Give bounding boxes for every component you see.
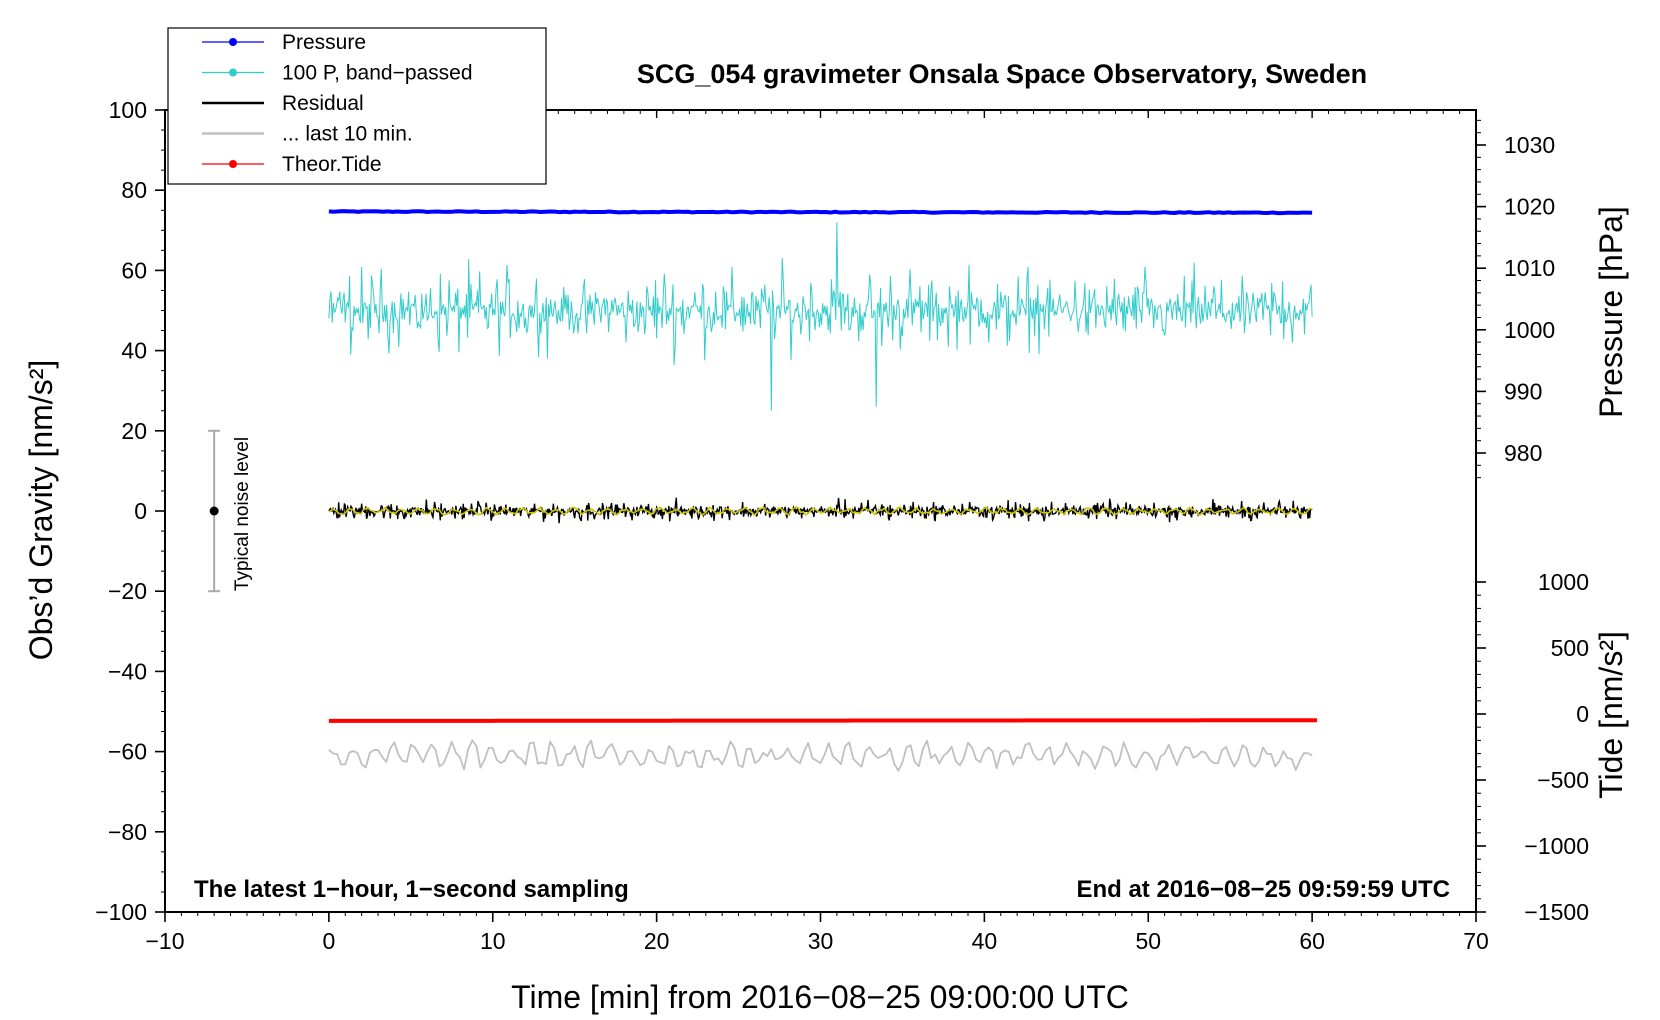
legend-box: [167, 27, 547, 185]
pressure-tick-label: 1010: [1504, 255, 1555, 281]
legend-label: ... last 10 min.: [282, 123, 413, 146]
annotation-bottom-left: The latest 1−hour, 1−second sampling: [194, 876, 629, 903]
legend-marker: [229, 68, 237, 77]
pressure-tick-label: 990: [1504, 378, 1542, 404]
legend: Pressure 100 P, band−passed Residual ... la…: [167, 27, 547, 185]
x-tick-label: 70: [1463, 928, 1489, 954]
x-tick-label: 30: [808, 928, 834, 954]
tide-tick-label: 1000: [1538, 569, 1589, 595]
series-pressure: [328, 209, 1313, 216]
y-tick-label: 100: [109, 97, 147, 123]
pressure-tick-label: 1000: [1504, 317, 1555, 343]
y-tick-label: −80: [108, 819, 147, 845]
series-layer: [328, 209, 1318, 772]
noise-bar-center: [209, 506, 219, 516]
pressure-tick-label: 980: [1504, 440, 1542, 466]
series-theor-tide: [328, 718, 1318, 723]
series-last-10-min: [328, 739, 1313, 772]
tide-tick-label: −1000: [1524, 833, 1589, 859]
legend-items: Pressure 100 P, band−passed Residual ... la…: [202, 31, 473, 176]
legend-label: 100 P, band−passed: [282, 62, 473, 85]
x-tick-label: 50: [1135, 928, 1161, 954]
x-tick-label: 0: [322, 928, 335, 954]
x-tick-label: 10: [480, 928, 506, 954]
noise-indicator: [208, 429, 221, 593]
pressure-tick-label: 1020: [1504, 194, 1555, 220]
legend-label: Residual: [282, 92, 364, 115]
x-tick-label: 40: [972, 928, 998, 954]
y-tick-label: 20: [121, 418, 147, 444]
y-tick-label: 0: [134, 498, 147, 524]
series-residual-smoothed: [328, 505, 1313, 517]
tide-tick-label: 0: [1576, 701, 1589, 727]
y-tick-label: 80: [121, 177, 147, 203]
x-axis-title: Time [min] from 2016−08−25 09:00:00 UTC: [511, 979, 1129, 1015]
legend-marker: [229, 38, 237, 46]
legend-label: Pressure: [282, 31, 366, 54]
y-tick-label: −40: [108, 658, 147, 684]
x-tick-label: −10: [145, 928, 184, 954]
series-residual: [328, 497, 1313, 524]
y-axis-title-left: Obs’d Gravity [nm/s²]: [23, 360, 59, 661]
annotation-bottom-right: End at 2016−08−25 09:59:59 UTC: [1076, 876, 1450, 903]
y-tick-label: 40: [121, 338, 147, 364]
pressure-tick-label: 1030: [1504, 132, 1555, 158]
y-tick-label: 60: [121, 257, 147, 283]
y-tick-label: −60: [108, 739, 147, 765]
x-tick-label: 20: [644, 928, 670, 954]
y-tick-label: −100: [95, 899, 147, 925]
tide-tick-label: 500: [1551, 635, 1589, 661]
chart-title: SCG_054 gravimeter Onsala Space Observat…: [637, 59, 1367, 89]
x-tick-label: 60: [1299, 928, 1325, 954]
y-tick-label: −20: [108, 578, 147, 604]
tide-tick-label: −500: [1537, 767, 1589, 793]
noise-label: Typical noise level: [232, 437, 253, 591]
legend-marker: [229, 160, 237, 168]
y-axis-title-pressure: Pressure [hPa]: [1593, 206, 1629, 418]
ticks-layer: −10 0 10 20 30 40 50 60 70100806040200−20−40−60−…: [95, 97, 1589, 954]
legend-label: Theor.Tide: [282, 153, 382, 176]
y-axis-title-tide: Tide [nm/s²]: [1593, 631, 1629, 799]
series-100-p-band-passed: [328, 222, 1313, 411]
tide-tick-label: −1500: [1524, 899, 1589, 925]
